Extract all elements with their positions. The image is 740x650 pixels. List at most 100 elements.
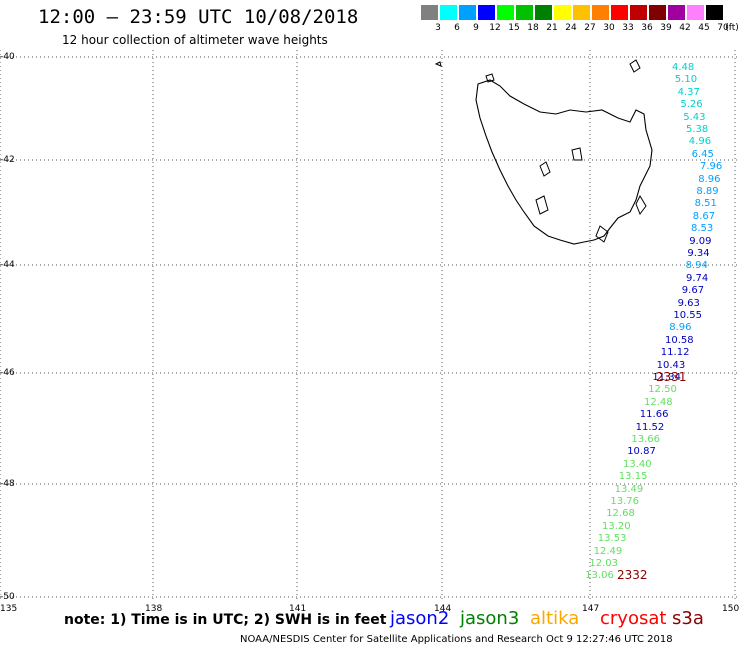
latitude-label: -44 — [0, 260, 15, 270]
swh-value: 12.50 — [648, 384, 677, 396]
color-scale-label: 45 — [698, 23, 710, 33]
swh-value: 10.43 — [656, 359, 686, 371]
note-text: note: 1) Time is in UTC; 2) SWH is in fe… — [64, 612, 387, 628]
swh-value: 4.96 — [688, 136, 712, 148]
color-swatch — [687, 5, 704, 20]
latitude-label: -50 — [0, 592, 15, 602]
swh-value: 4.37 — [677, 86, 700, 98]
latitude-label: -48 — [0, 479, 15, 489]
satellite-legend-altika: altika — [530, 608, 580, 629]
color-swatch — [554, 5, 571, 20]
map-title: 12:00 – 23:59 UTC 10/08/2018 — [38, 6, 359, 28]
latitude-label: -42 — [0, 155, 15, 165]
swh-value: 10.58 — [665, 334, 694, 346]
color-swatch — [478, 5, 495, 20]
satellite-legend-cryosat: cryosat — [600, 608, 667, 629]
color-scale-label: 30 — [603, 23, 615, 33]
swh-value: 9.34 — [687, 248, 710, 259]
map-subtitle: 12 hour collection of altimeter wave hei… — [62, 33, 328, 47]
color-swatch — [573, 5, 590, 20]
swh-value: 11.52 — [635, 421, 665, 433]
longitude-label: 147 — [582, 604, 600, 614]
longitude-label: 141 — [289, 604, 307, 614]
color-swatch — [630, 5, 647, 20]
swh-value: 13.40 — [623, 458, 652, 470]
swh-value: 13.06 — [585, 570, 614, 582]
swh-value: 12.68 — [606, 508, 635, 520]
bruny-island — [595, 225, 609, 243]
color-scale-label: 39 — [660, 23, 672, 33]
swh-value: 13.66 — [631, 434, 661, 445]
satellite-legend-jason3: jason3 — [460, 608, 520, 629]
swh-value: 9.09 — [689, 235, 712, 247]
color-scale-label: 18 — [527, 23, 539, 33]
footer-credit: NOAA/NESDIS Center for Satellite Applica… — [240, 634, 673, 645]
swh-value: 8.89 — [696, 186, 719, 197]
color-scale-label: 33 — [622, 23, 634, 33]
swh-value: 5.38 — [686, 124, 709, 135]
color-scale-label: 12 — [489, 23, 501, 33]
swh-value: 11.12 — [660, 347, 690, 359]
color-swatch — [649, 5, 666, 20]
color-swatch — [668, 5, 685, 20]
color-swatch — [516, 5, 533, 20]
swh-value: 5.10 — [674, 74, 698, 86]
color-swatch — [497, 5, 514, 20]
longitude-label: 138 — [145, 604, 163, 614]
satellite-legend-s3a: s3a — [672, 608, 704, 629]
color-scale-label: 9 — [473, 23, 479, 33]
swh-value: 12.03 — [589, 558, 619, 569]
color-scale-label: 27 — [584, 23, 596, 33]
color-scale-label: 15 — [508, 23, 520, 33]
swh-value: 13.53 — [597, 533, 627, 545]
swh-value: 7.96 — [700, 161, 723, 173]
color-swatch — [611, 5, 628, 20]
swh-value: 9.63 — [677, 297, 700, 309]
lake-1 — [539, 161, 551, 177]
tasmania-coastline — [475, 79, 653, 245]
color-swatch — [706, 5, 723, 20]
longitude-label: 150 — [722, 604, 740, 614]
color-scale-label: 42 — [679, 23, 691, 33]
latitude-label: -46 — [0, 368, 15, 378]
color-scale-unit: (ft) — [725, 23, 739, 33]
lake-2 — [571, 147, 583, 161]
swh-value: 10.87 — [627, 446, 656, 458]
swh-value: 8.96 — [669, 322, 692, 334]
color-swatch — [459, 5, 476, 20]
pass-label-2332: 2332 — [617, 568, 648, 582]
swh-value: 8.96 — [698, 173, 721, 185]
color-scale-label: 70 — [717, 23, 729, 33]
lake-3 — [535, 195, 549, 215]
swh-value: 13.15 — [618, 471, 648, 483]
pass-label-2331: 2331 — [656, 370, 687, 384]
maria-island — [635, 194, 647, 216]
swh-value: 10.55 — [673, 310, 703, 321]
longitude-label: 135 — [0, 604, 18, 614]
swh-value: 6.45 — [691, 148, 714, 160]
color-swatch — [440, 5, 457, 20]
swh-value: 12.48 — [644, 396, 673, 408]
swh-value: 13.49 — [614, 483, 644, 495]
color-swatch — [592, 5, 609, 20]
swh-value: 11.66 — [639, 409, 669, 421]
swh-value: 11.34 — [652, 372, 682, 383]
swh-value: 4.48 — [672, 62, 695, 73]
swh-value: 13.76 — [610, 496, 640, 507]
longitude-label: 144 — [434, 604, 452, 614]
color-scale-label: 36 — [641, 23, 653, 33]
color-swatch — [421, 5, 438, 20]
color-scale-label: 3 — [435, 23, 441, 33]
satellite-legend-jason2: jason2 — [390, 608, 450, 629]
swh-value: 8.51 — [694, 198, 717, 210]
bass-strait-island-2 — [629, 59, 641, 73]
swh-value: 9.74 — [686, 272, 709, 284]
swh-value: 5.43 — [683, 111, 706, 123]
latitude-label: -40 — [0, 52, 15, 62]
swh-value: 12.49 — [593, 545, 623, 557]
swh-value: 8.94 — [685, 260, 708, 272]
color-scale-label: 6 — [454, 23, 460, 33]
swh-value: 8.53 — [691, 223, 714, 235]
